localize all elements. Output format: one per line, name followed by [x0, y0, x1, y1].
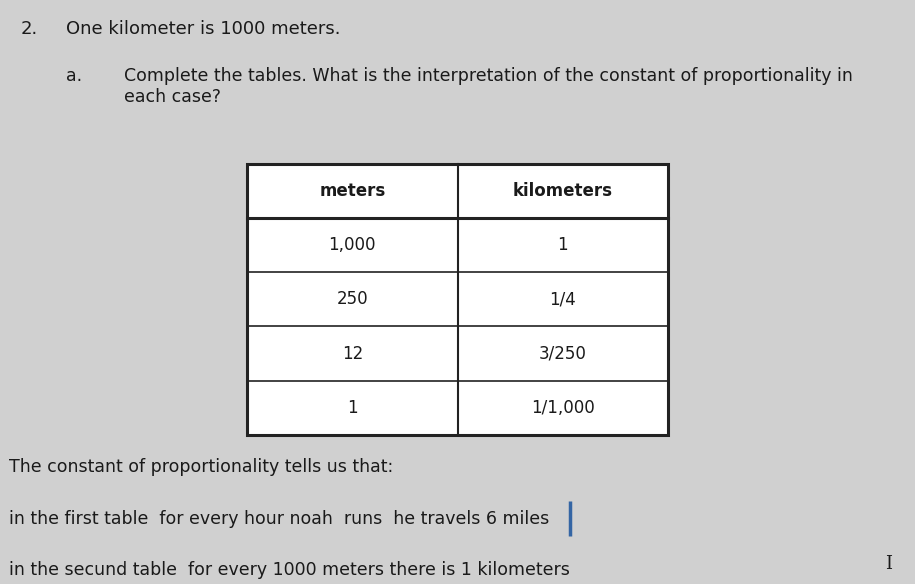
Text: 1,000: 1,000: [328, 236, 376, 254]
Text: 1/4: 1/4: [549, 290, 576, 308]
Text: meters: meters: [319, 182, 385, 200]
Text: 12: 12: [341, 345, 363, 363]
Text: in the first table  for every hour noah  runs  he travels 6 miles: in the first table for every hour noah r…: [9, 510, 549, 527]
Text: 1/1,000: 1/1,000: [531, 399, 595, 417]
Text: One kilometer is 1000 meters.: One kilometer is 1000 meters.: [66, 20, 340, 39]
Text: 250: 250: [337, 290, 368, 308]
Text: Complete the tables. What is the interpretation of the constant of proportionali: Complete the tables. What is the interpr…: [124, 67, 853, 106]
Text: kilometers: kilometers: [512, 182, 613, 200]
Text: 2.: 2.: [20, 20, 38, 39]
Text: in the secund table  for every 1000 meters there is 1 kilometers: in the secund table for every 1000 meter…: [9, 561, 570, 579]
FancyBboxPatch shape: [247, 164, 668, 435]
Text: a.: a.: [66, 67, 82, 85]
Text: 3/250: 3/250: [539, 345, 587, 363]
Text: The constant of proportionality tells us that:: The constant of proportionality tells us…: [9, 458, 393, 476]
Text: 1: 1: [347, 399, 358, 417]
Text: 1: 1: [557, 236, 568, 254]
Text: I: I: [885, 555, 892, 573]
